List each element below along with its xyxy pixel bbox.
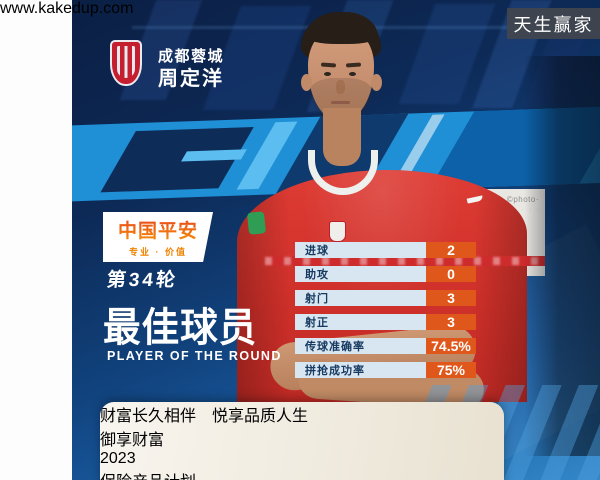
player-name: 周定洋 <box>158 68 224 90</box>
award-title: 最佳球员 <box>103 306 258 350</box>
site-watermark: www.kakedup.com <box>0 0 134 17</box>
stat-row: 传球准确率 74.5% <box>295 338 476 354</box>
player-mouth <box>331 101 350 104</box>
ad-product-name: 御享财富 <box>100 432 165 449</box>
sponsor-box: 中国平安 专业 · 价值 <box>103 212 213 262</box>
red-bg-stripe <box>265 256 545 266</box>
ad-caption: 保险产品计划 <box>100 468 504 480</box>
stat-value: 75% <box>426 362 476 378</box>
stat-row: 拼抢成功率 75% <box>295 362 476 378</box>
right-shadow-column <box>524 56 600 456</box>
award-subtitle: PLAYER OF THE ROUND <box>107 349 282 363</box>
stats-table: 进球 2 助攻 0 射门 3 射正 3 传球准确率 74.5% <box>295 242 476 386</box>
stat-row: 助攻 0 <box>295 266 476 282</box>
corner-tag-badge: 天生赢家 <box>507 8 600 39</box>
stat-row: 射门 3 <box>295 290 476 306</box>
jersey-collar <box>308 150 378 195</box>
stat-label: 传球准确率 <box>295 338 426 354</box>
chest-crest <box>329 221 346 242</box>
stat-value: 2 <box>426 242 476 258</box>
stat-row: 射正 3 <box>295 314 476 330</box>
player-eye <box>349 72 356 76</box>
stat-value: 0 <box>426 266 476 282</box>
player-ear <box>371 74 382 91</box>
sponsor-name: 中国平安 <box>118 216 198 243</box>
stat-value: 74.5% <box>426 338 476 354</box>
stat-label: 拼抢成功率 <box>295 362 426 378</box>
stat-label: 助攻 <box>295 266 426 282</box>
stat-row: 进球 2 <box>295 242 476 258</box>
band-slash <box>181 149 247 162</box>
stat-value: 3 <box>426 290 476 306</box>
player-ear <box>301 74 312 91</box>
team-name: 成都蓉城 <box>158 48 225 65</box>
stat-label: 射正 <box>295 314 426 330</box>
sponsor-tagline: 专业 · 价值 <box>129 247 187 257</box>
poster-background: ©photo· · · · · · · · · <box>72 0 600 480</box>
stat-label: 进球 <box>295 242 426 258</box>
ad-year-badge: 2023 <box>100 450 136 467</box>
sleeve-patch <box>246 211 267 235</box>
player-eye <box>324 72 331 76</box>
stat-value: 3 <box>426 314 476 330</box>
photo-credit: ©photo· <box>506 195 539 204</box>
stat-label: 射门 <box>295 290 426 306</box>
club-badge-bars <box>117 46 135 78</box>
player-hair-fringe <box>306 12 378 44</box>
ad-headline: 财富长久相伴 悦享品质人生 <box>100 408 309 425</box>
club-badge-icon <box>110 40 142 86</box>
round-label: 第34轮 <box>105 270 180 291</box>
player-nose <box>336 80 345 94</box>
ad-banner-card: 财富长久相伴 悦享品质人生 御享财富 2023 保险产品计划 <box>100 402 504 480</box>
